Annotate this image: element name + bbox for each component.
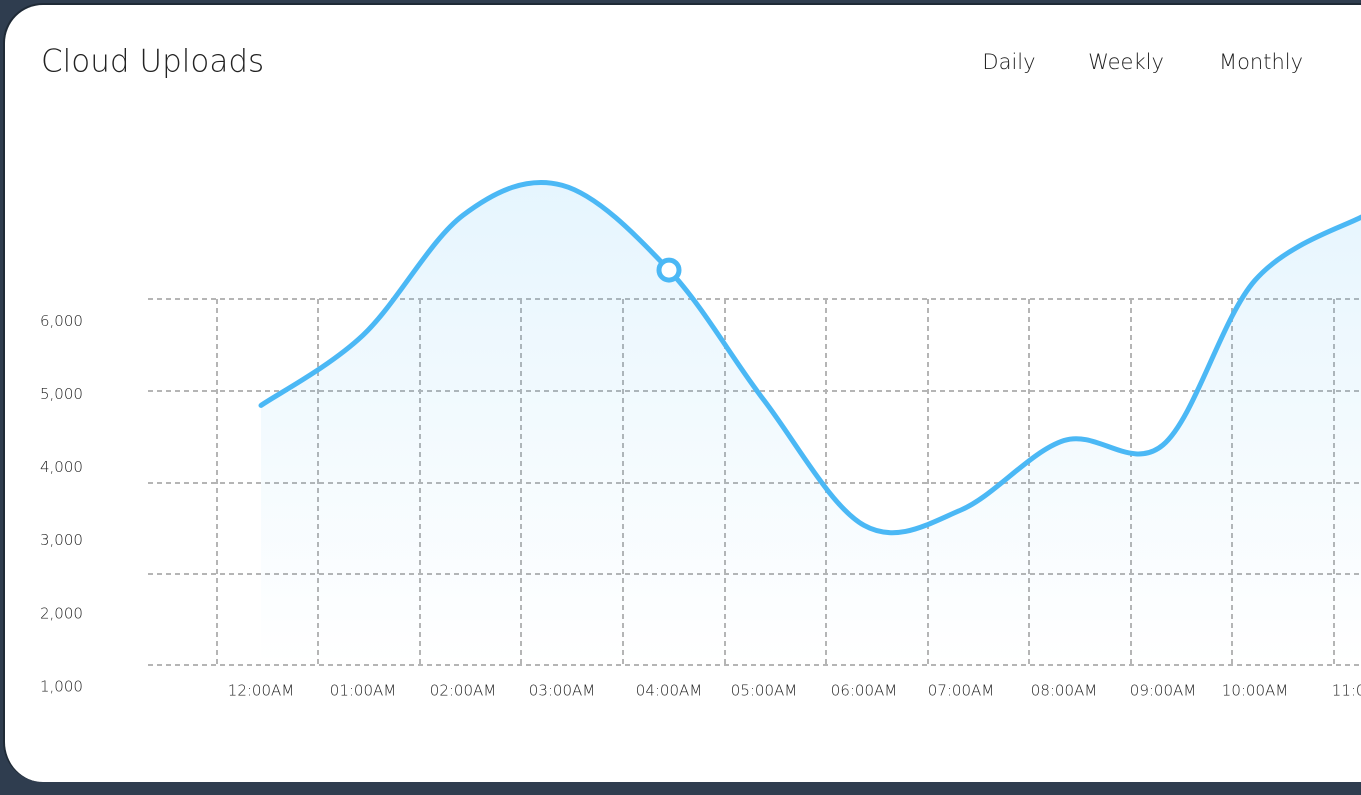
- y-tick-label: 5,000: [40, 385, 83, 403]
- tab-weekly[interactable]: Weekly: [1088, 50, 1164, 74]
- tab-monthly[interactable]: Monthly: [1219, 50, 1303, 74]
- chart-title: Cloud Uploads: [41, 44, 264, 80]
- x-tick-label: 08:00AM: [1031, 682, 1097, 700]
- x-tick-label: 06:00AM: [831, 682, 897, 700]
- tab-daily[interactable]: Daily: [982, 50, 1035, 74]
- x-tick-label: 01:00AM: [330, 682, 396, 700]
- x-tick-label: 03:00AM: [529, 682, 595, 700]
- highlight-marker: [656, 257, 682, 283]
- x-tick-label: 02:00AM: [430, 682, 496, 700]
- line: [258, 179, 1361, 536]
- x-tick-label: 07:00AM: [928, 682, 994, 700]
- x-tick-label: 04:00AM: [636, 682, 702, 700]
- area: [261, 182, 1361, 665]
- x-tick-label: 05:00AM: [731, 682, 797, 700]
- y-tick-label: 6,000: [40, 312, 83, 330]
- y-tick-label: 3,000: [40, 531, 83, 549]
- x-tick-label: 12:00AM: [228, 682, 294, 700]
- x-tick-label: 09:00AM: [1130, 682, 1196, 700]
- y-tick-label: 4,000: [40, 458, 83, 476]
- y-tick-label: 1,000: [40, 678, 83, 696]
- x-tick-label: 11:00AM: [1332, 682, 1361, 700]
- y-tick-label: 2,000: [40, 604, 83, 622]
- x-tick-label: 10:00AM: [1222, 682, 1288, 700]
